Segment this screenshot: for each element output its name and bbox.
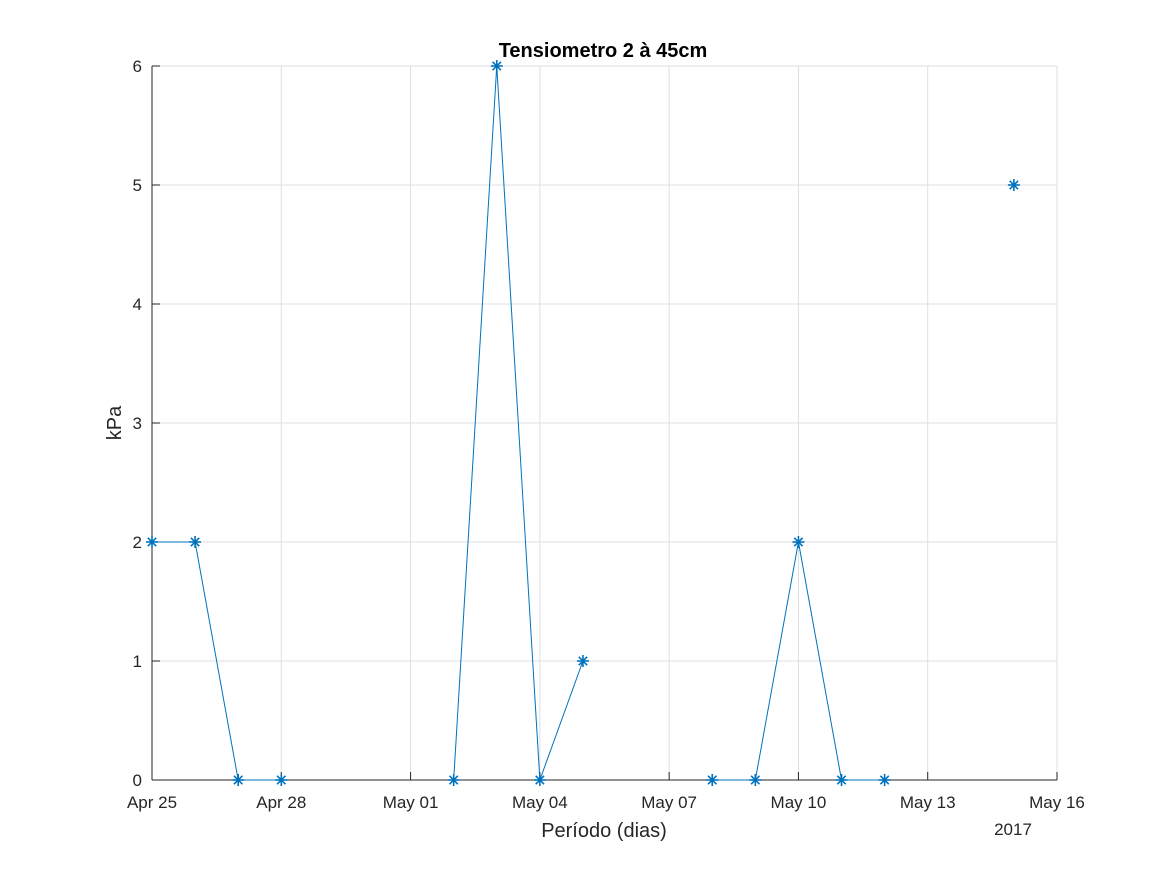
data-point-marker	[490, 60, 503, 72]
x-tick-label: May 04	[512, 793, 568, 812]
x-tick-label: May 16	[1029, 793, 1085, 812]
data-point-marker	[447, 774, 460, 786]
data-point-marker	[189, 536, 202, 548]
data-point-marker	[835, 774, 848, 786]
x-tick-label: Apr 25	[127, 793, 177, 812]
data-point-marker	[232, 774, 245, 786]
data-point-marker	[533, 774, 546, 786]
series-line-segment	[453, 65, 584, 781]
x-tick-label: May 10	[771, 793, 827, 812]
y-tick-label: 5	[133, 176, 142, 195]
series-line-segment	[152, 541, 282, 781]
ticks: Apr 25 Apr 28 May 01 May 04 May 07 May 10 May …	[127, 57, 1085, 812]
data-point-marker	[1007, 179, 1020, 191]
y-tick-label: 4	[133, 295, 142, 314]
y-tick-label: 1	[133, 652, 142, 671]
chart-title: Tensiometro 2 à 45cm	[499, 40, 708, 62]
y-tick-label: 2	[133, 533, 142, 552]
x-tick-label: May 07	[641, 793, 697, 812]
y-tick-label: 6	[133, 57, 142, 76]
data-point-marker	[275, 774, 288, 786]
x-tick-label: May 13	[900, 793, 956, 812]
data-markers	[146, 60, 1020, 786]
grid	[151, 65, 1058, 781]
data-point-marker	[706, 774, 719, 786]
data-point-marker	[792, 536, 805, 548]
x-tick-label: May 01	[383, 793, 439, 812]
data-point-marker	[749, 774, 762, 786]
data-point-marker	[146, 536, 158, 548]
y-tick-label: 3	[133, 414, 142, 433]
y-tick-label: 0	[133, 771, 142, 790]
x-tick-label: Apr 28	[256, 793, 306, 812]
data-point-marker	[878, 774, 891, 786]
data-point-marker	[576, 655, 589, 667]
y-axis-label: kPa	[104, 405, 126, 440]
x-axis-label: Período (dias)	[541, 820, 667, 842]
year-label: 2017	[994, 820, 1032, 839]
